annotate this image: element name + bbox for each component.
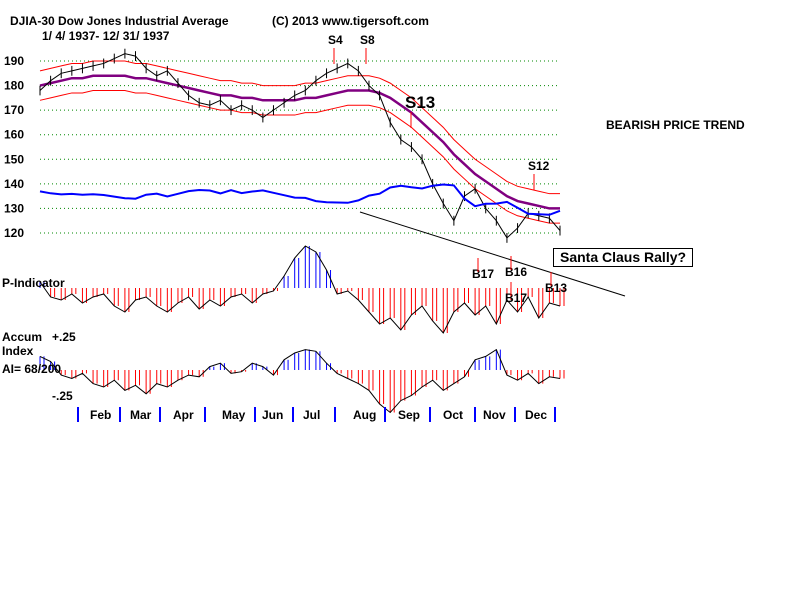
signal-label-s13: S13	[405, 93, 435, 112]
y-tick-label: 160	[4, 128, 24, 142]
accum-line	[39, 348, 561, 414]
trend-label: BEARISH PRICE TREND	[606, 118, 745, 132]
month-label: Mar	[130, 408, 152, 422]
y-tick-label: 150	[4, 152, 24, 166]
signal-label-b17: B17	[505, 291, 527, 305]
lower-band	[39, 89, 560, 224]
month-label: Jun	[262, 408, 283, 422]
y-tick-label: 130	[4, 201, 24, 215]
month-label: Jul	[303, 408, 320, 422]
signal-label-b13: B13	[545, 281, 567, 295]
y-tick-label: 140	[4, 177, 24, 191]
signal-label-s4: S4	[328, 33, 343, 47]
copyright: (C) 2013 www.tigersoft.com	[272, 14, 429, 28]
month-label: Nov	[483, 408, 506, 422]
month-label: Sep	[398, 408, 420, 422]
month-label: Dec	[525, 408, 547, 422]
y-tick-label: 190	[4, 54, 24, 68]
chart-title: DJIA-30 Dow Jones Industrial Average	[10, 14, 229, 28]
moving-average-line	[39, 74, 560, 210]
p-indicator-line	[39, 245, 561, 334]
p-indicator-label: P-Indicator	[2, 276, 65, 290]
relative-strength-line	[39, 183, 561, 216]
date-range: 1/ 4/ 1937- 12/ 31/ 1937	[42, 29, 170, 43]
ai-value: AI= 68/200	[2, 362, 62, 376]
month-label: Oct	[443, 408, 463, 422]
y-tick-label: 180	[4, 79, 24, 93]
santa-claus-annotation: Santa Claus Rally?	[553, 248, 694, 267]
signal-label-b17: B17	[472, 267, 494, 281]
signal-label-b16: B16	[505, 265, 527, 279]
y-tick-label: 120	[4, 226, 24, 240]
y-tick-label: 170	[4, 103, 24, 117]
month-label: Apr	[173, 408, 194, 422]
trend-line	[359, 211, 626, 297]
price-line	[39, 53, 561, 239]
accum-tick-neg: -.25	[52, 389, 73, 403]
signal-label-s8: S8	[360, 33, 375, 47]
upper-band	[39, 60, 560, 195]
accum-label: Accum Index	[2, 330, 43, 358]
month-label: May	[222, 408, 246, 422]
signal-label-s12: S12	[528, 159, 550, 173]
month-label: Feb	[90, 408, 111, 422]
accum-tick-pos: +.25	[52, 330, 76, 344]
month-label: Aug	[353, 408, 376, 422]
